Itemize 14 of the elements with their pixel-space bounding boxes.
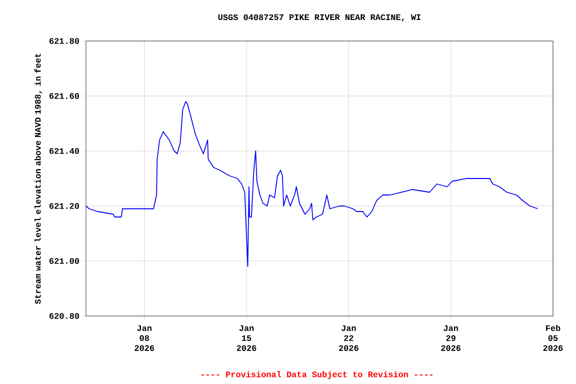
y-tick-label: 621.00 bbox=[50, 258, 79, 264]
y-tick-label: 621.80 bbox=[50, 38, 79, 44]
x-tick-label: Jan 29 2026 bbox=[441, 325, 461, 351]
y-tick-label: 621.20 bbox=[50, 203, 79, 209]
x-tick-label: Jan 15 2026 bbox=[236, 325, 256, 351]
x-tick-label: Feb 05 2026 bbox=[543, 324, 563, 351]
text: ---- Provisional Data Subject to Revision ---- bbox=[201, 371, 432, 379]
chart-title: USGS 04087257 PIKE RIVER NEAR RACINE, WI bbox=[218, 14, 420, 22]
x-tick-label: Jan 22 2026 bbox=[339, 325, 358, 351]
y-tick-label: 620.80 bbox=[50, 313, 79, 319]
x-tick-label: Jan 08 2026 bbox=[134, 325, 154, 351]
y-tick-label: 621.60 bbox=[50, 93, 79, 99]
y-tick-label: 621.40 bbox=[50, 148, 79, 154]
y-axis-title: Stream water level elevation above NAVD 1988, in feet bbox=[34, 54, 42, 304]
